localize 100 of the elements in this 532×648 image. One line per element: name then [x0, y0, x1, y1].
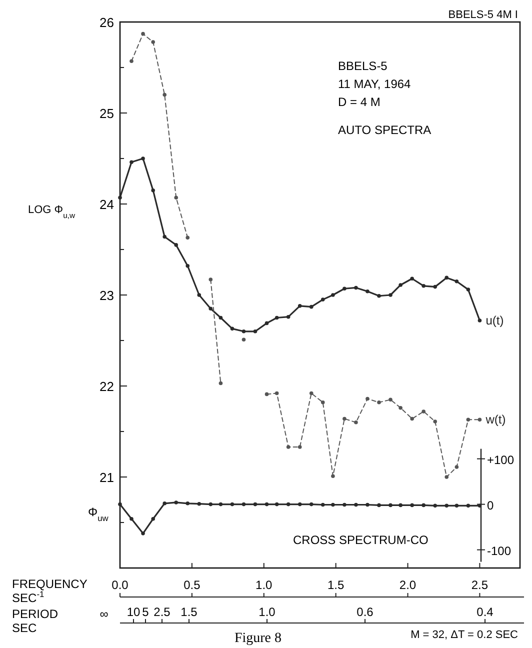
point — [298, 304, 302, 308]
y-tick-label: 21 — [100, 470, 114, 485]
point — [309, 391, 314, 396]
point — [242, 330, 246, 334]
point — [366, 396, 370, 401]
point — [162, 92, 167, 97]
x2-axis-title: PERIOD SEC — [12, 607, 58, 635]
annotation: D = 4 M — [338, 95, 380, 109]
point — [422, 410, 426, 414]
point — [377, 400, 381, 404]
point — [162, 234, 167, 239]
x-axis-title: FREQUENCY SEC$^{-1}$ — [12, 577, 88, 605]
point — [466, 418, 470, 422]
point — [478, 318, 482, 322]
text: 1.5 — [180, 605, 198, 619]
text: Φ$_{uw}$ — [88, 505, 110, 523]
point — [377, 294, 381, 298]
text: 0.4 — [476, 605, 494, 619]
text: 5 — [142, 605, 150, 619]
text: ∞ — [100, 607, 109, 621]
y2-tick-label: -100 — [487, 544, 512, 558]
point — [342, 286, 346, 291]
text: BBELS-5 4M I — [448, 9, 518, 21]
point — [398, 283, 402, 287]
caption: Figure 8 — [234, 631, 282, 646]
annotation: AUTO SPECTRA — [338, 123, 432, 137]
point — [230, 326, 234, 331]
point — [433, 284, 438, 289]
point — [218, 316, 223, 320]
y2-tick-label: 0 — [487, 498, 494, 512]
point — [410, 416, 414, 421]
y-axis-title: LOG Φ$_{u,w}$ — [28, 204, 76, 220]
point — [454, 279, 459, 284]
point — [388, 398, 392, 402]
point — [444, 475, 449, 479]
point — [388, 293, 392, 297]
point — [454, 465, 459, 469]
y2-tick-label: +100 — [487, 452, 514, 467]
point — [186, 264, 190, 268]
point — [186, 236, 190, 240]
point — [253, 330, 258, 334]
point — [208, 306, 213, 311]
point — [410, 276, 414, 281]
point — [151, 40, 155, 44]
point — [274, 391, 279, 396]
text: 1.0 — [258, 605, 276, 619]
point — [197, 293, 202, 297]
point — [331, 474, 335, 478]
point — [141, 156, 145, 160]
annotation: BBELS-5 — [338, 59, 388, 73]
y-tick-label: 25 — [100, 106, 114, 121]
point — [218, 381, 223, 386]
point — [298, 445, 302, 449]
point — [130, 59, 134, 64]
point — [366, 289, 370, 294]
y-tick-label: 23 — [100, 288, 114, 303]
point — [264, 321, 269, 326]
point — [433, 420, 438, 424]
point — [174, 243, 178, 247]
point — [354, 420, 358, 424]
point — [151, 188, 155, 192]
x-tick-label: 0.0 — [112, 578, 129, 592]
text: M = 32, ΔT = 0.2 SEC — [410, 629, 518, 641]
point — [264, 392, 269, 396]
point — [320, 298, 325, 302]
point — [320, 400, 325, 404]
point — [274, 316, 279, 320]
annotation: CROSS SPECTRUM-CO — [293, 533, 428, 547]
point — [130, 160, 134, 164]
y-tick-label: 24 — [100, 197, 114, 212]
point — [444, 276, 449, 280]
point — [174, 196, 178, 200]
point — [242, 338, 246, 342]
point — [286, 314, 290, 319]
point — [141, 32, 145, 36]
text: 10 — [126, 605, 140, 619]
x-tick-label: 2.0 — [399, 578, 416, 592]
x-tick-label: 1.0 — [256, 578, 273, 592]
point — [331, 293, 335, 297]
point — [354, 286, 358, 290]
y-tick-label: 26 — [100, 15, 114, 30]
point — [118, 196, 122, 200]
point — [208, 278, 213, 282]
point — [342, 416, 346, 421]
point — [398, 406, 402, 410]
inset-scale: -100 0 +100 — [476, 448, 514, 562]
point — [466, 288, 470, 292]
series-label: w(t) — [484, 412, 506, 427]
point — [422, 284, 426, 288]
x-tick-label: 0.5 — [184, 578, 201, 592]
annotation: 11 MAY, 1964 — [338, 77, 412, 91]
point — [286, 445, 290, 449]
text: 2.5 — [154, 605, 171, 619]
point — [309, 304, 314, 309]
x-tick-label: 2.5 — [471, 578, 488, 592]
y-tick-label: 22 — [100, 379, 114, 394]
x-tick-label: 1.5 — [327, 578, 344, 592]
series-label: u(t) — [486, 313, 504, 328]
text: 0.6 — [356, 605, 374, 619]
point — [478, 418, 482, 422]
